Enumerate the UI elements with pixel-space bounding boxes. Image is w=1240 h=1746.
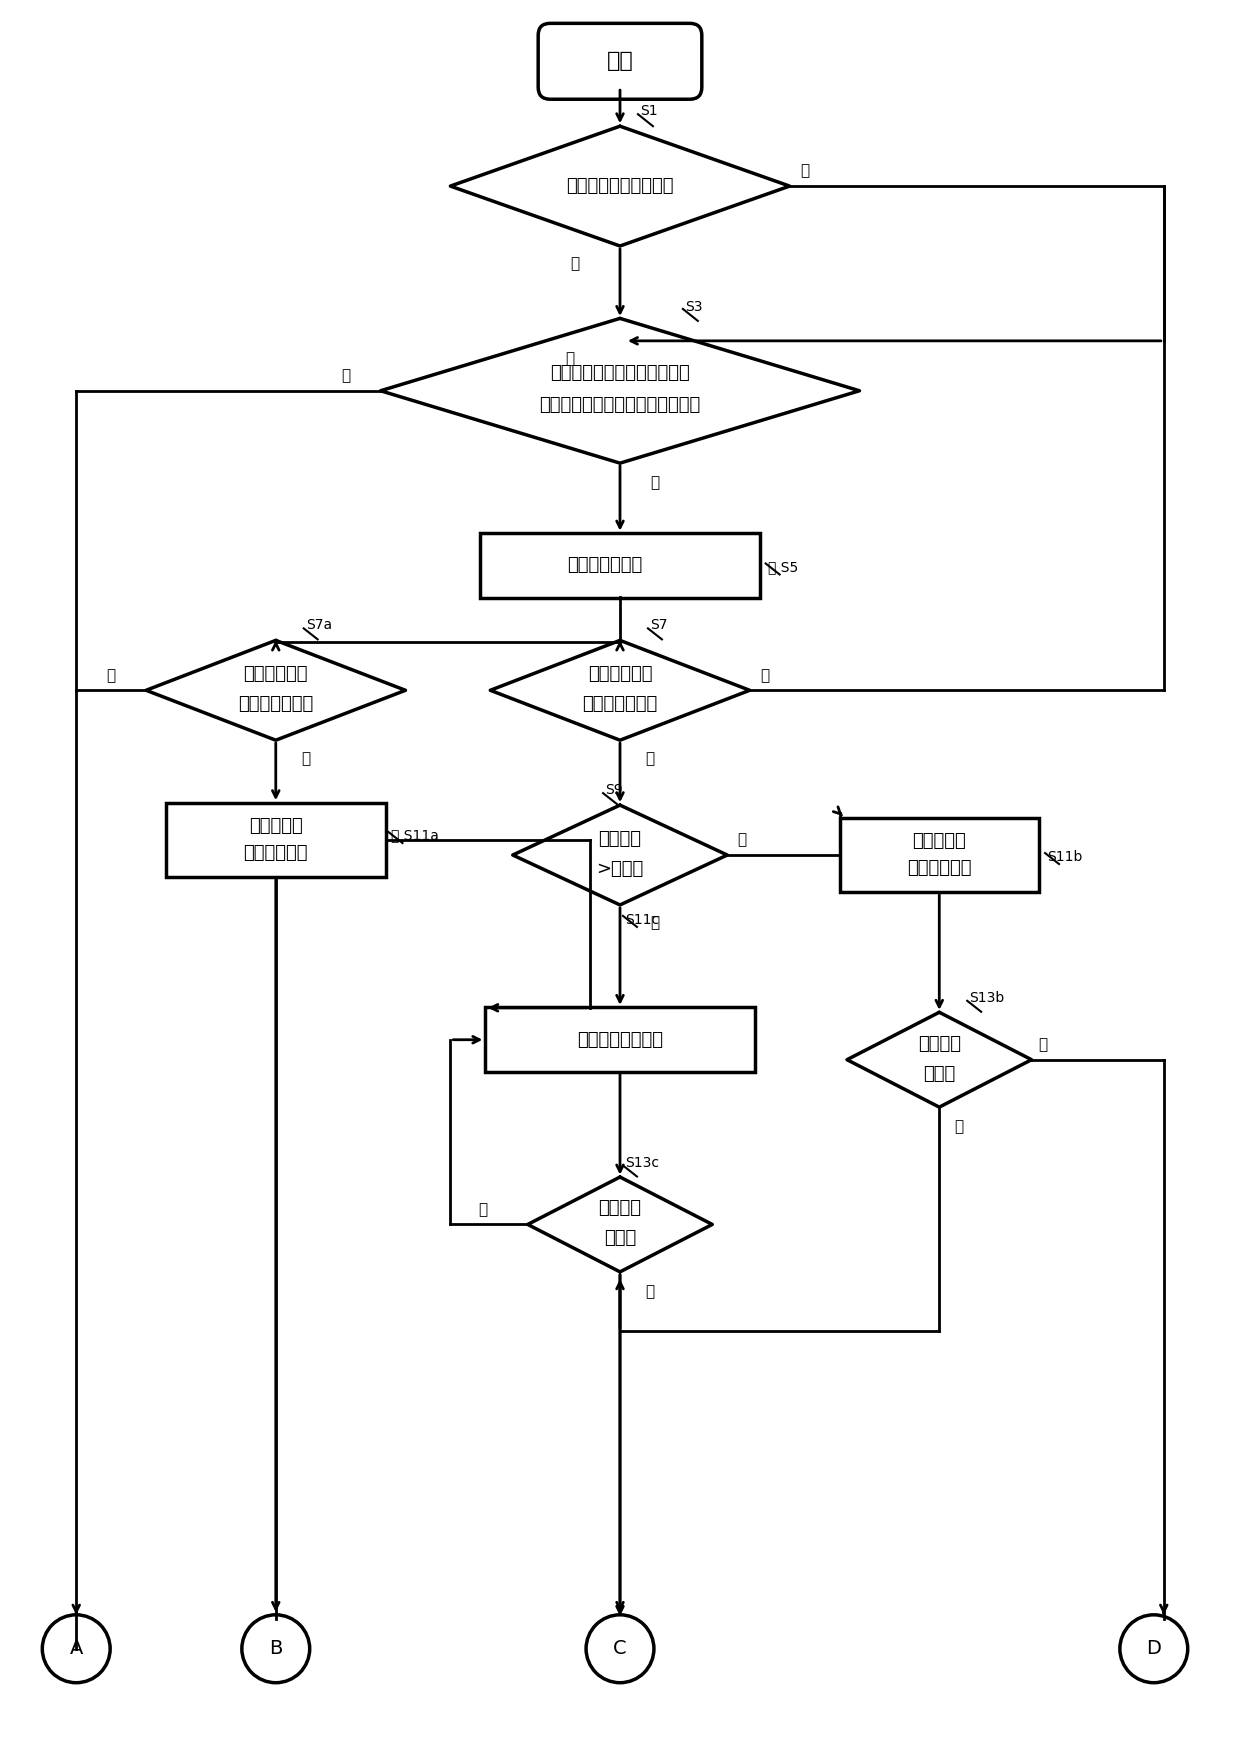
- Text: 停止已经: 停止已经: [918, 1035, 961, 1053]
- Text: D: D: [1146, 1639, 1161, 1659]
- Text: 变和停止处理: 变和停止处理: [906, 859, 971, 876]
- Bar: [485, 1007, 755, 1072]
- Text: 否: 否: [341, 368, 350, 384]
- Text: 除了升温处理已经停止的条件: 除了升温处理已经停止的条件: [551, 363, 689, 382]
- Text: C: C: [614, 1639, 626, 1659]
- Text: 执行逐渐改: 执行逐渐改: [249, 817, 303, 835]
- Text: S13c: S13c: [625, 1156, 658, 1170]
- Bar: [839, 817, 1039, 892]
- Text: A: A: [69, 1639, 83, 1659]
- Text: 执行逐渐改: 执行逐渐改: [913, 833, 966, 850]
- Text: 开始: 开始: [606, 51, 634, 72]
- Text: 请求已经发出？: 请求已经发出？: [238, 695, 314, 714]
- Text: 是: 是: [645, 1283, 655, 1299]
- Text: 停止已经: 停止已经: [599, 1200, 641, 1217]
- Text: S7a: S7a: [306, 618, 332, 632]
- Text: 变和停止处理: 变和停止处理: [243, 843, 308, 863]
- Text: ～ S5: ～ S5: [768, 560, 797, 574]
- Text: 完成？: 完成？: [923, 1065, 955, 1083]
- Text: ～ S11a: ～ S11a: [391, 828, 439, 842]
- Text: 是: 是: [955, 1119, 963, 1135]
- Text: 否: 否: [107, 667, 115, 683]
- Text: 请求已经发出？: 请求已经发出？: [583, 695, 657, 714]
- Text: S7: S7: [650, 618, 667, 632]
- Text: S1: S1: [640, 105, 657, 119]
- Text: 的所有的检测前提条件均被满足？: 的所有的检测前提条件均被满足？: [539, 396, 701, 414]
- Bar: [166, 803, 386, 878]
- Text: 在升温处理执行期间？: 在升温处理执行期间？: [567, 176, 673, 196]
- Text: 否: 否: [800, 164, 810, 178]
- Text: 是: 是: [645, 751, 655, 766]
- Text: 对循环次数计数: 对循环次数计数: [568, 557, 642, 574]
- Text: 是: 是: [565, 351, 574, 367]
- Text: 否: 否: [479, 1201, 487, 1217]
- Text: 完成？: 完成？: [604, 1229, 636, 1247]
- Text: 否: 否: [760, 667, 769, 683]
- Text: 升温处理停止: 升温处理停止: [243, 665, 308, 683]
- Text: S3: S3: [684, 300, 702, 314]
- Text: S13b: S13b: [970, 990, 1004, 1004]
- Text: 循环次数: 循环次数: [599, 829, 641, 849]
- Text: >阈值？: >阈值？: [596, 861, 644, 878]
- Text: S11c: S11c: [625, 913, 660, 927]
- Text: S9: S9: [605, 784, 622, 798]
- Text: 否: 否: [1038, 1037, 1048, 1053]
- Text: 是: 是: [301, 751, 310, 766]
- Text: S11b: S11b: [1047, 850, 1083, 864]
- Text: B: B: [269, 1639, 283, 1659]
- Text: 是: 是: [650, 915, 660, 931]
- Bar: [480, 533, 760, 597]
- Text: 是: 是: [650, 475, 660, 491]
- Text: 升温处理停止: 升温处理停止: [588, 665, 652, 683]
- Text: 是: 是: [570, 257, 579, 271]
- Text: 否: 否: [737, 833, 746, 847]
- Text: 执行迅速停止处理: 执行迅速停止处理: [577, 1030, 663, 1049]
